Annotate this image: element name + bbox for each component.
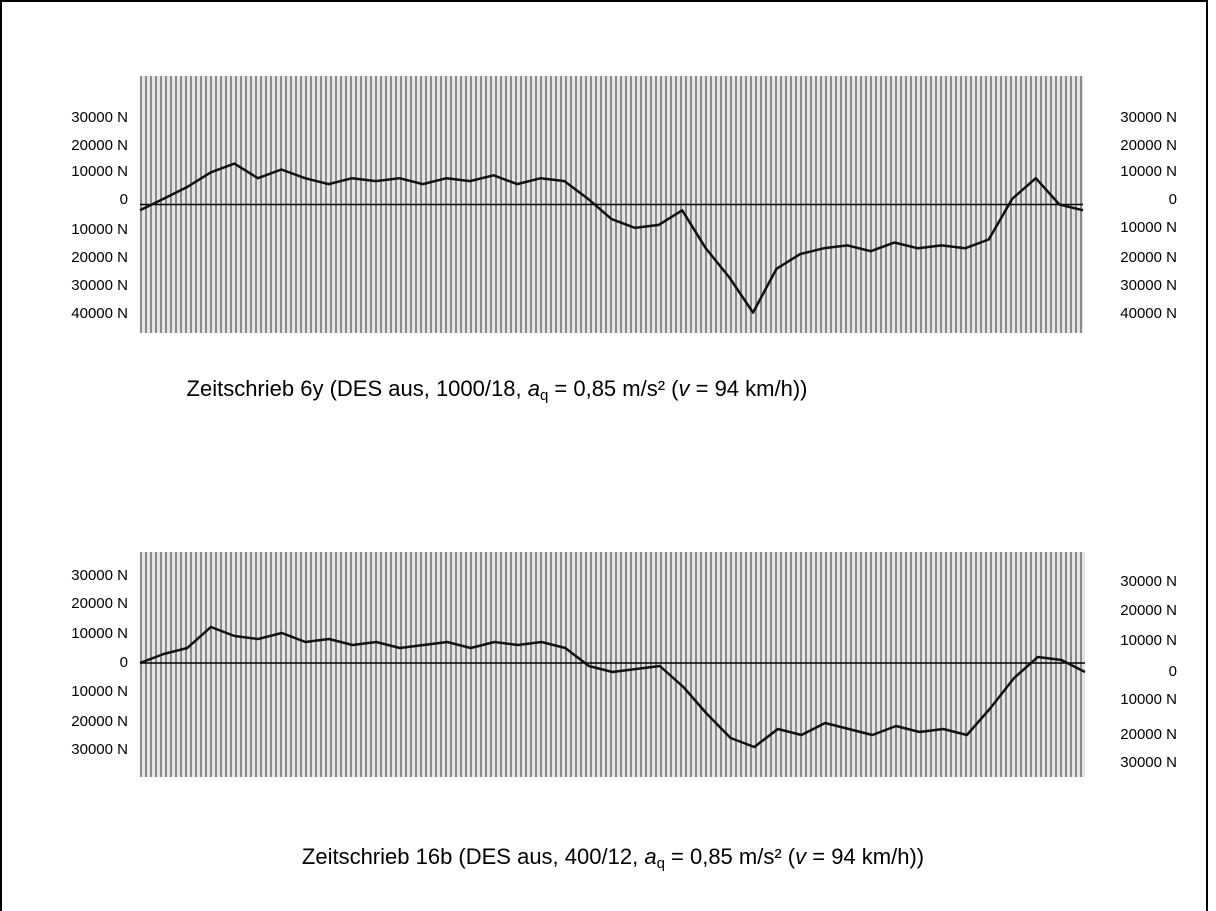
left-label: 40000 N (71, 305, 128, 322)
caption-subscript: q (657, 855, 665, 872)
left-label: 30000 N (71, 109, 128, 126)
right-label: 30000 N (1120, 277, 1177, 294)
left-label: 30000 N (71, 741, 128, 758)
caption-text: = 94 km/h)) (806, 844, 924, 869)
caption-text: Zeitschrieb 6y (DES aus, 1000/18, (187, 376, 528, 401)
caption-text: = 0,85 m/s² ( (665, 844, 796, 869)
right-label: 10000 N (1120, 219, 1177, 236)
caption-symbol: a (644, 844, 656, 869)
caption-symbol: a (528, 376, 540, 401)
left-label: 30000 N (71, 567, 128, 584)
right-label: 20000 N (1120, 726, 1177, 743)
caption-text: = 94 km/h)) (690, 376, 808, 401)
caption: Zeitschrieb 16b (DES aus, 400/12, aq = 0… (302, 844, 924, 872)
right-label: 10000 N (1120, 691, 1177, 708)
right-label: 30000 N (1120, 754, 1177, 771)
left-label: 0 (120, 654, 128, 671)
caption: Zeitschrieb 6y (DES aus, 1000/18, aq = 0… (187, 376, 808, 404)
right-label: 10000 N (1120, 632, 1177, 649)
left-label: 10000 N (71, 625, 128, 642)
left-label: 20000 N (71, 713, 128, 730)
trace (139, 625, 1086, 749)
left-label: 10000 N (71, 221, 128, 238)
right-label: 30000 N (1120, 573, 1177, 590)
caption-text: Zeitschrieb 16b (DES aus, 400/12, (302, 844, 644, 869)
caption-text: = 0,85 m/s² ( (548, 376, 679, 401)
left-label: 20000 N (71, 249, 128, 266)
right-label: 20000 N (1120, 249, 1177, 266)
trace (139, 162, 1084, 314)
caption-subscript: q (540, 387, 548, 404)
right-label: 30000 N (1120, 109, 1177, 126)
right-label: 20000 N (1120, 602, 1177, 619)
strip-chart (140, 552, 1085, 777)
caption-symbol: v (679, 376, 692, 401)
left-label: 20000 N (71, 137, 128, 154)
left-label: 10000 N (71, 683, 128, 700)
right-label: 20000 N (1120, 137, 1177, 154)
left-label: 30000 N (71, 277, 128, 294)
right-label: 40000 N (1120, 305, 1177, 322)
left-label: 20000 N (71, 595, 128, 612)
right-label: 10000 N (1120, 163, 1177, 180)
right-label: 0 (1169, 663, 1177, 680)
caption-symbol: v (795, 844, 808, 869)
left-label: 10000 N (71, 163, 128, 180)
left-label: 0 (120, 191, 128, 208)
right-label: 0 (1169, 191, 1177, 208)
